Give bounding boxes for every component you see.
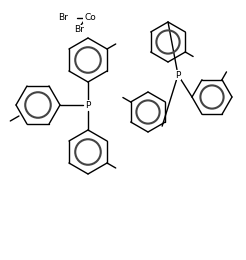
Text: Br: Br bbox=[74, 25, 84, 35]
Text: Co: Co bbox=[84, 14, 96, 23]
Text: P: P bbox=[175, 70, 181, 80]
Text: P: P bbox=[85, 101, 91, 109]
Text: Br: Br bbox=[58, 14, 68, 23]
